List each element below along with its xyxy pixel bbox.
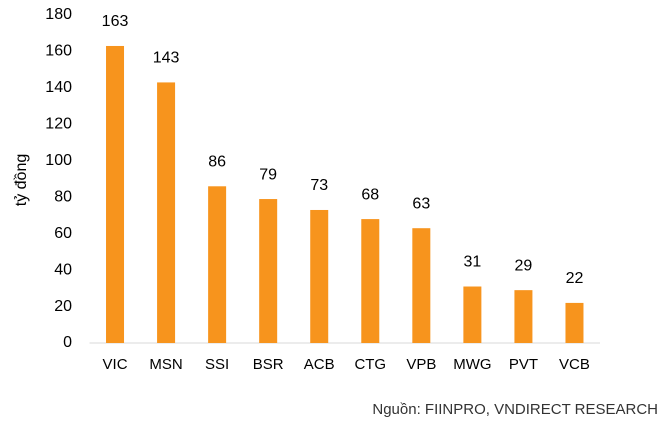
bar [310,209,329,343]
y-tick-label: 140 [45,79,72,96]
x-tick-label: BSR [253,356,284,373]
x-tick-label: VCB [559,356,590,373]
bar [259,199,278,343]
x-tick-label: MWG [453,356,491,373]
bar [157,82,176,343]
x-tick-label: CTG [354,356,386,373]
x-tick-label: VPB [406,356,436,373]
data-label: 29 [515,257,533,274]
y-tick-label: 100 [45,152,72,169]
y-tick-label: 40 [54,261,72,278]
data-label: 143 [153,50,180,67]
y-axis-label: tỷ đồng [13,154,30,206]
bar [514,290,533,343]
bar [208,186,227,343]
y-tick-label: 80 [54,188,72,205]
data-label: 73 [310,177,328,194]
data-label: 86 [208,154,226,171]
data-label: 63 [412,195,430,212]
x-tick-label: ACB [304,356,335,373]
x-tick-label: MSN [149,356,182,373]
data-label: 79 [259,166,277,183]
source-note: Nguồn: FIINPRO, VNDIRECT RESEARCH [372,401,658,418]
data-label: 68 [361,186,379,203]
data-label: 163 [102,13,129,30]
data-label: 31 [463,254,481,271]
y-tick-label: 120 [45,116,72,133]
bar [106,45,125,343]
bar [412,228,431,343]
bar [463,286,482,343]
bar [565,302,584,343]
y-tick-label: 20 [54,298,72,315]
y-tick-label: 160 [45,43,72,60]
y-tick-label: 180 [45,6,72,23]
x-tick-label: PVT [509,356,538,373]
x-tick-label: SSI [205,356,229,373]
y-tick-label: 60 [54,225,72,242]
x-tick-label: VIC [103,356,128,373]
data-label: 22 [566,270,584,287]
y-tick-label: 0 [63,334,72,351]
bar [361,219,380,343]
